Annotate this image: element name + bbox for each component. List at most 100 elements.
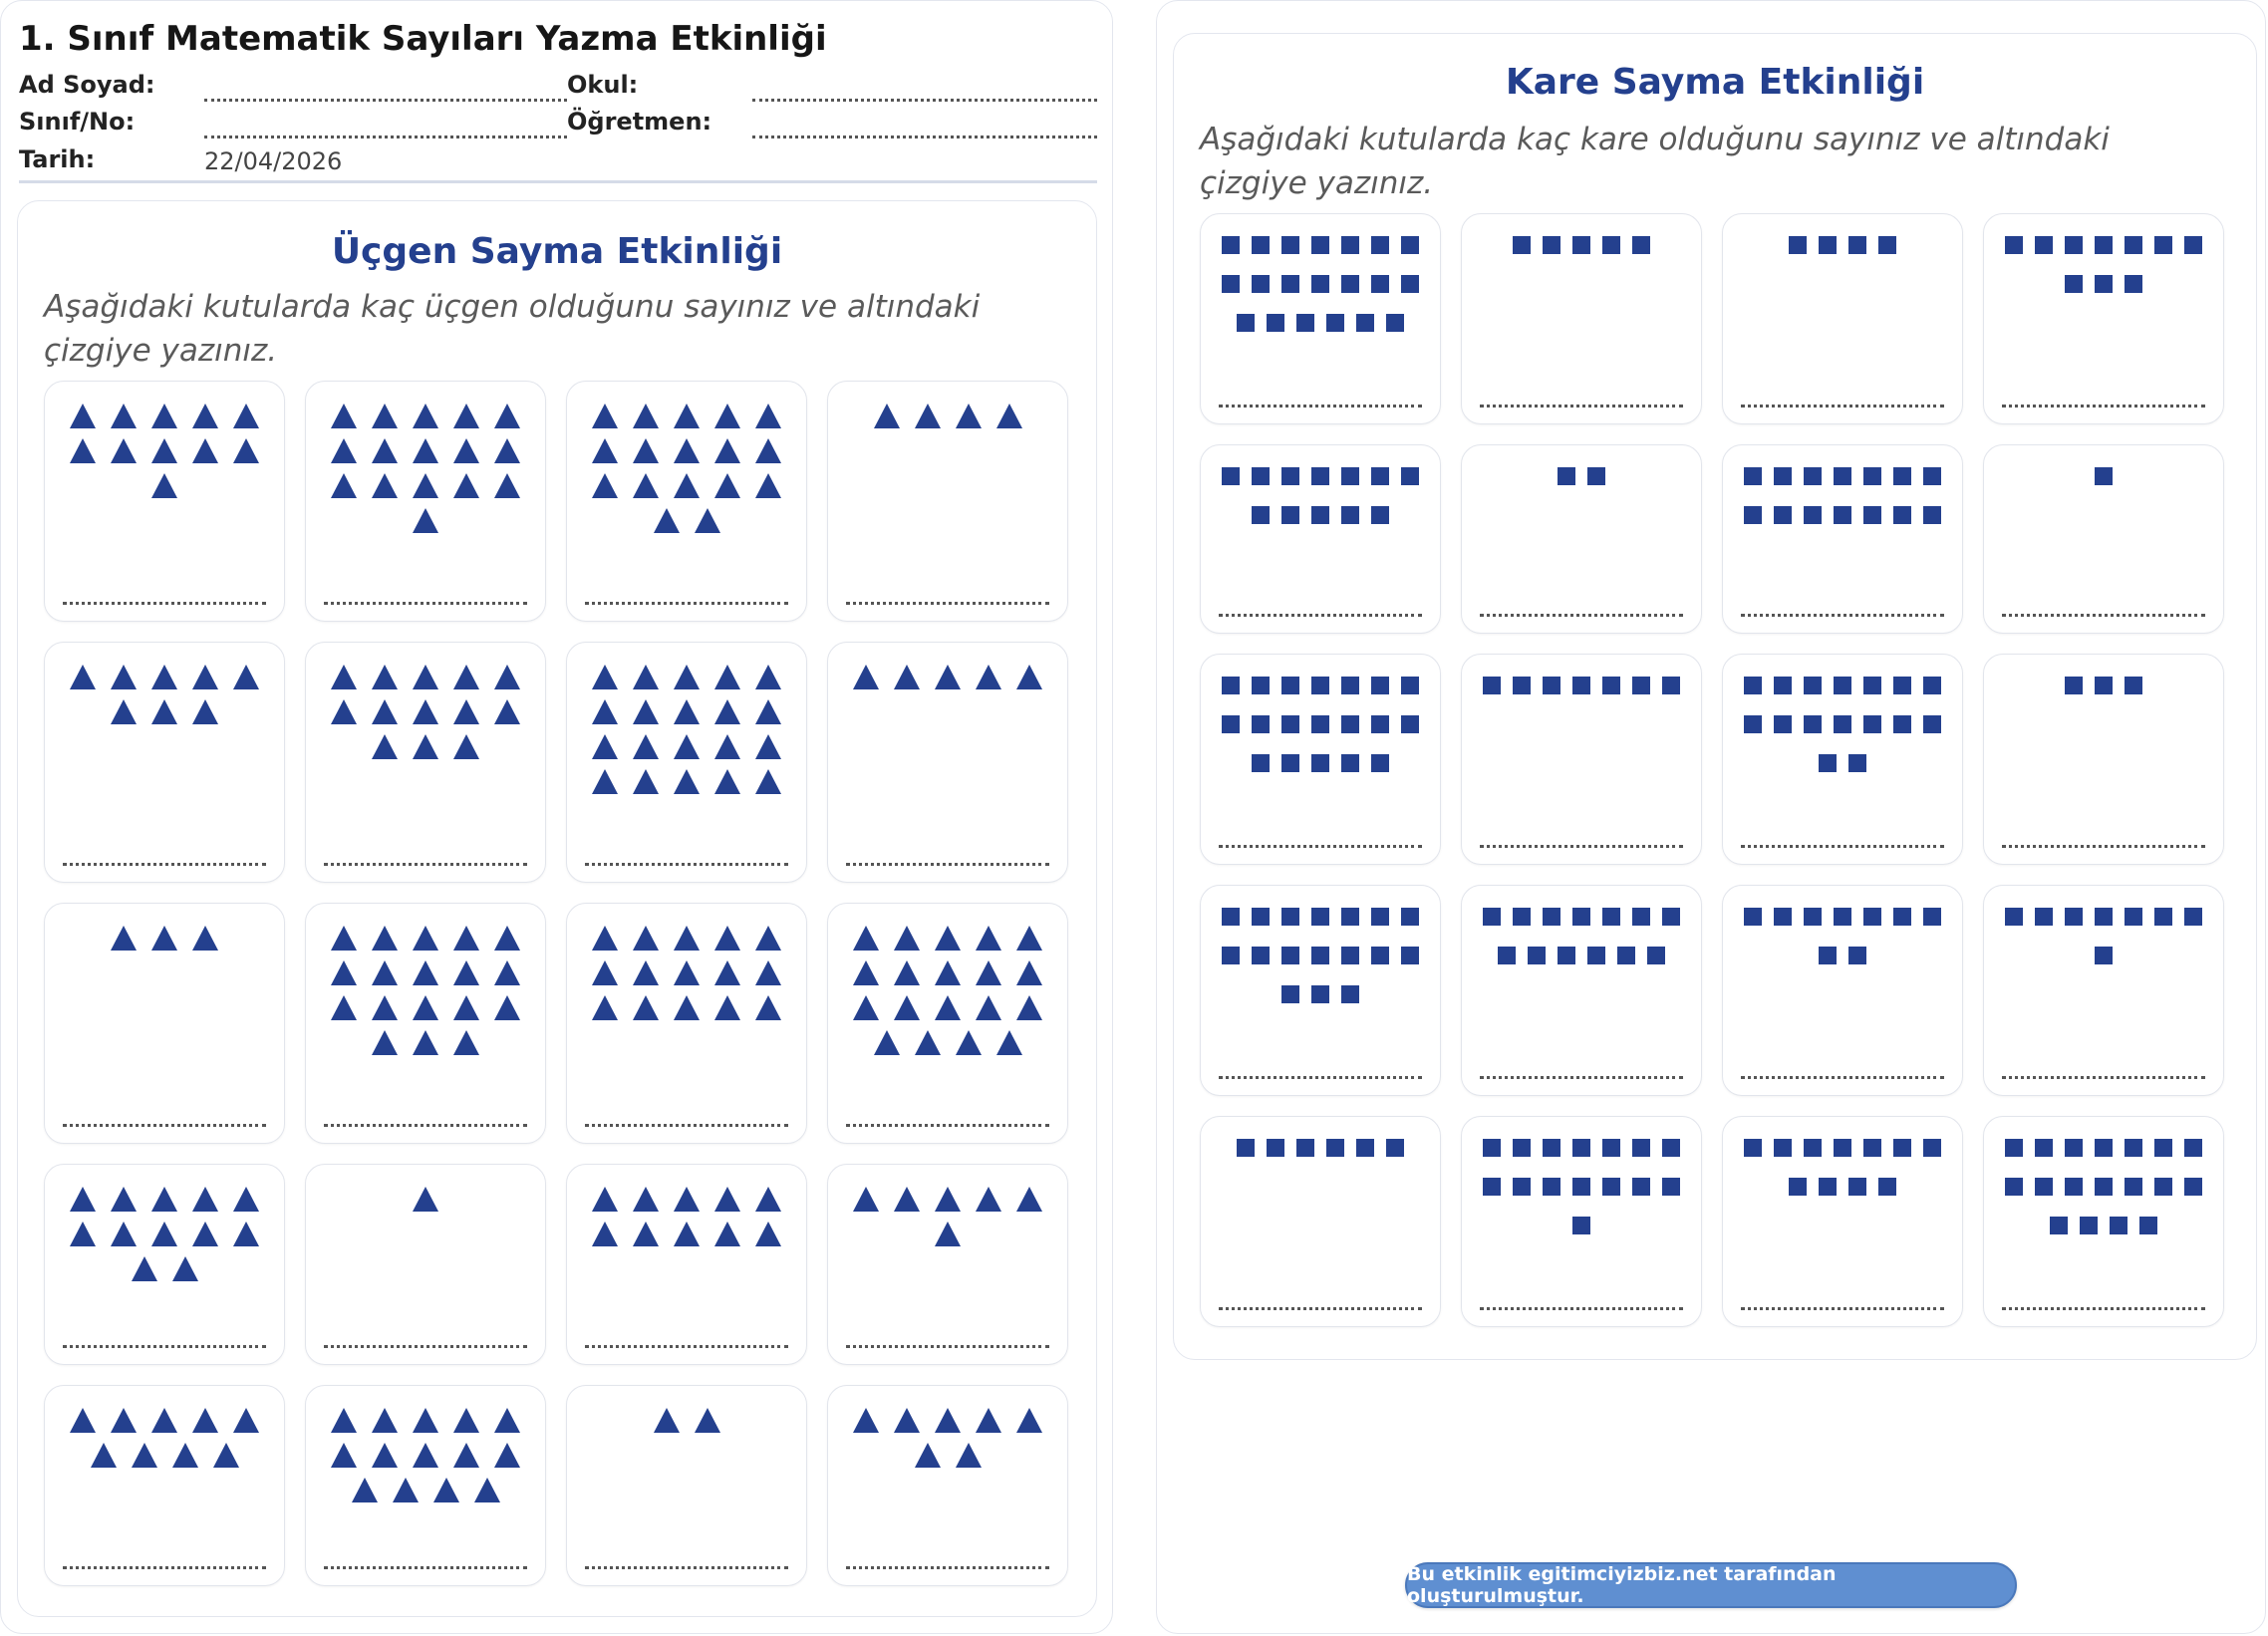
triangle-icon: [413, 1187, 438, 1212]
answer-line[interactable]: [1741, 1076, 1944, 1079]
square-row: [1513, 236, 1650, 254]
triangle-card: [305, 1164, 546, 1365]
triangle-icon: [331, 404, 357, 428]
answer-line[interactable]: [1480, 405, 1683, 408]
triangle-icon: [714, 769, 740, 794]
answer-line[interactable]: [846, 1566, 1049, 1569]
answer-line[interactable]: [324, 1566, 527, 1569]
square-icon: [1804, 467, 1822, 485]
triangle-icon: [755, 473, 781, 498]
square-icon: [1923, 506, 1941, 524]
answer-line[interactable]: [585, 602, 788, 605]
answer-line[interactable]: [1219, 845, 1422, 848]
answer-line[interactable]: [63, 863, 266, 866]
answer-line[interactable]: [585, 1345, 788, 1348]
answer-line[interactable]: [1480, 845, 1683, 848]
square-icon: [1311, 908, 1329, 926]
answer-line[interactable]: [324, 1124, 527, 1127]
triangle-icon: [151, 1222, 177, 1246]
square-icon: [1513, 236, 1531, 254]
answer-line[interactable]: [1219, 1076, 1422, 1079]
triangle-icon: [955, 1030, 982, 1055]
answer-line[interactable]: [1219, 614, 1422, 617]
square-icon: [1774, 908, 1792, 926]
answer-line[interactable]: [2002, 1076, 2205, 1079]
answer-line[interactable]: [63, 602, 266, 605]
answer-line[interactable]: [846, 1345, 1049, 1348]
answer-line[interactable]: [585, 1566, 788, 1569]
square-icon: [1281, 275, 1299, 293]
square-group: [1207, 1139, 1434, 1157]
answer-line[interactable]: [1480, 614, 1683, 617]
square-group: [1468, 908, 1695, 964]
answer-line[interactable]: [324, 863, 527, 866]
answer-line[interactable]: [1219, 1307, 1422, 1310]
square-group: [1207, 236, 1434, 332]
answer-line[interactable]: [1480, 1307, 1683, 1310]
square-row: [1483, 908, 1680, 926]
square-icon: [1252, 275, 1270, 293]
triangle-activity-instruction: Aşağıdaki kutularda kaç üçgen olduğunu s…: [44, 289, 981, 369]
triangle-icon: [453, 1030, 479, 1055]
answer-line[interactable]: [63, 1345, 266, 1348]
triangle-icon: [192, 926, 218, 951]
answer-line[interactable]: [846, 863, 1049, 866]
triangle-icon: [432, 1478, 459, 1502]
triangle-icon: [995, 404, 1022, 428]
square-icon: [1804, 715, 1822, 733]
triangle-icon: [372, 699, 398, 724]
answer-line[interactable]: [2002, 1307, 2205, 1310]
triangle-icon: [233, 438, 259, 463]
triangle-icon: [70, 438, 96, 463]
triangle-icon: [372, 438, 398, 463]
square-icon: [1341, 506, 1359, 524]
answer-line[interactable]: [1219, 405, 1422, 408]
triangle-icon: [592, 699, 618, 724]
triangle-icon: [592, 1187, 618, 1212]
square-icon: [2035, 1139, 2053, 1157]
answer-line[interactable]: [63, 1124, 266, 1127]
footer-credit-badge[interactable]: Bu etkinlik egitimciyizbiz.net tarafında…: [1405, 1562, 2017, 1608]
answer-line[interactable]: [585, 863, 788, 866]
square-card: [1983, 213, 2224, 424]
answer-line[interactable]: [846, 1124, 1049, 1127]
answer-line[interactable]: [585, 1124, 788, 1127]
answer-line[interactable]: [324, 1345, 527, 1348]
triangle-icon: [755, 926, 781, 951]
square-icon: [1558, 947, 1575, 964]
class-field[interactable]: [204, 112, 567, 138]
answer-line[interactable]: [1741, 405, 1944, 408]
square-icon: [1834, 908, 1851, 926]
answer-line[interactable]: [324, 602, 527, 605]
name-field[interactable]: [204, 75, 567, 102]
answer-line[interactable]: [2002, 405, 2205, 408]
square-icon: [1311, 677, 1329, 694]
square-icon: [1893, 715, 1911, 733]
answer-line[interactable]: [1741, 1307, 1944, 1310]
triangle-icon: [592, 995, 618, 1020]
triangle-icon: [413, 508, 438, 533]
answer-line[interactable]: [846, 602, 1049, 605]
teacher-field[interactable]: [752, 112, 1097, 138]
triangle-icon: [372, 473, 398, 498]
triangle-icon: [233, 1187, 259, 1212]
square-icon: [1296, 1139, 1314, 1157]
square-icon: [1386, 1139, 1404, 1157]
answer-line[interactable]: [63, 1566, 266, 1569]
square-group: [1990, 908, 2217, 964]
triangle-icon: [755, 699, 781, 724]
answer-line[interactable]: [2002, 845, 2205, 848]
square-icon: [1744, 908, 1762, 926]
triangle-icon: [372, 926, 398, 951]
school-field[interactable]: [752, 75, 1097, 102]
square-icon: [1371, 506, 1389, 524]
answer-line[interactable]: [2002, 614, 2205, 617]
square-icon: [1311, 754, 1329, 772]
answer-line[interactable]: [1741, 614, 1944, 617]
triangle-icon: [592, 404, 618, 428]
triangle-row: [111, 926, 218, 951]
answer-line[interactable]: [1480, 1076, 1683, 1079]
answer-line[interactable]: [1741, 845, 1944, 848]
square-icon: [2139, 1217, 2157, 1234]
triangle-icon: [894, 995, 920, 1020]
